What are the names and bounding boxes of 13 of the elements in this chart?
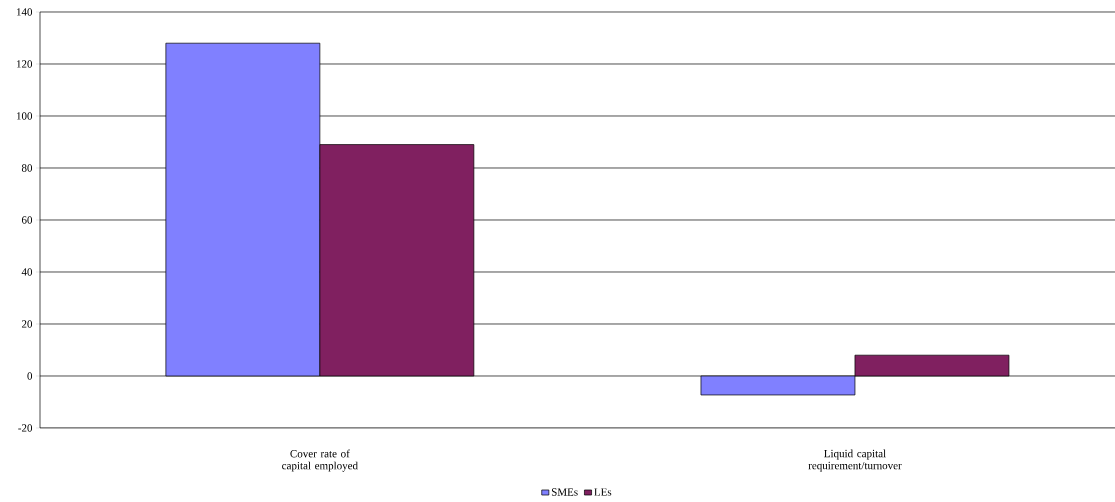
- y-tick-label: 60: [21, 216, 33, 224]
- y-tick-label: 40: [21, 268, 33, 276]
- y-tick-label: 140: [16, 8, 33, 16]
- y-tick-label: 120: [16, 60, 33, 68]
- x-tick-label: Liquid capital requirement/turnover: [808, 449, 902, 472]
- legend-label: LEs: [594, 488, 612, 496]
- y-tick-label: -20: [18, 424, 33, 432]
- x-tick-label: Cover rate of capital employed: [282, 449, 358, 472]
- y-tick-label: 80: [21, 164, 33, 172]
- y-tick-label: 0: [27, 372, 33, 380]
- y-tick-label: 100: [16, 112, 33, 120]
- y-tick-label: 20: [21, 320, 33, 328]
- legend-label: SMEs: [551, 488, 578, 496]
